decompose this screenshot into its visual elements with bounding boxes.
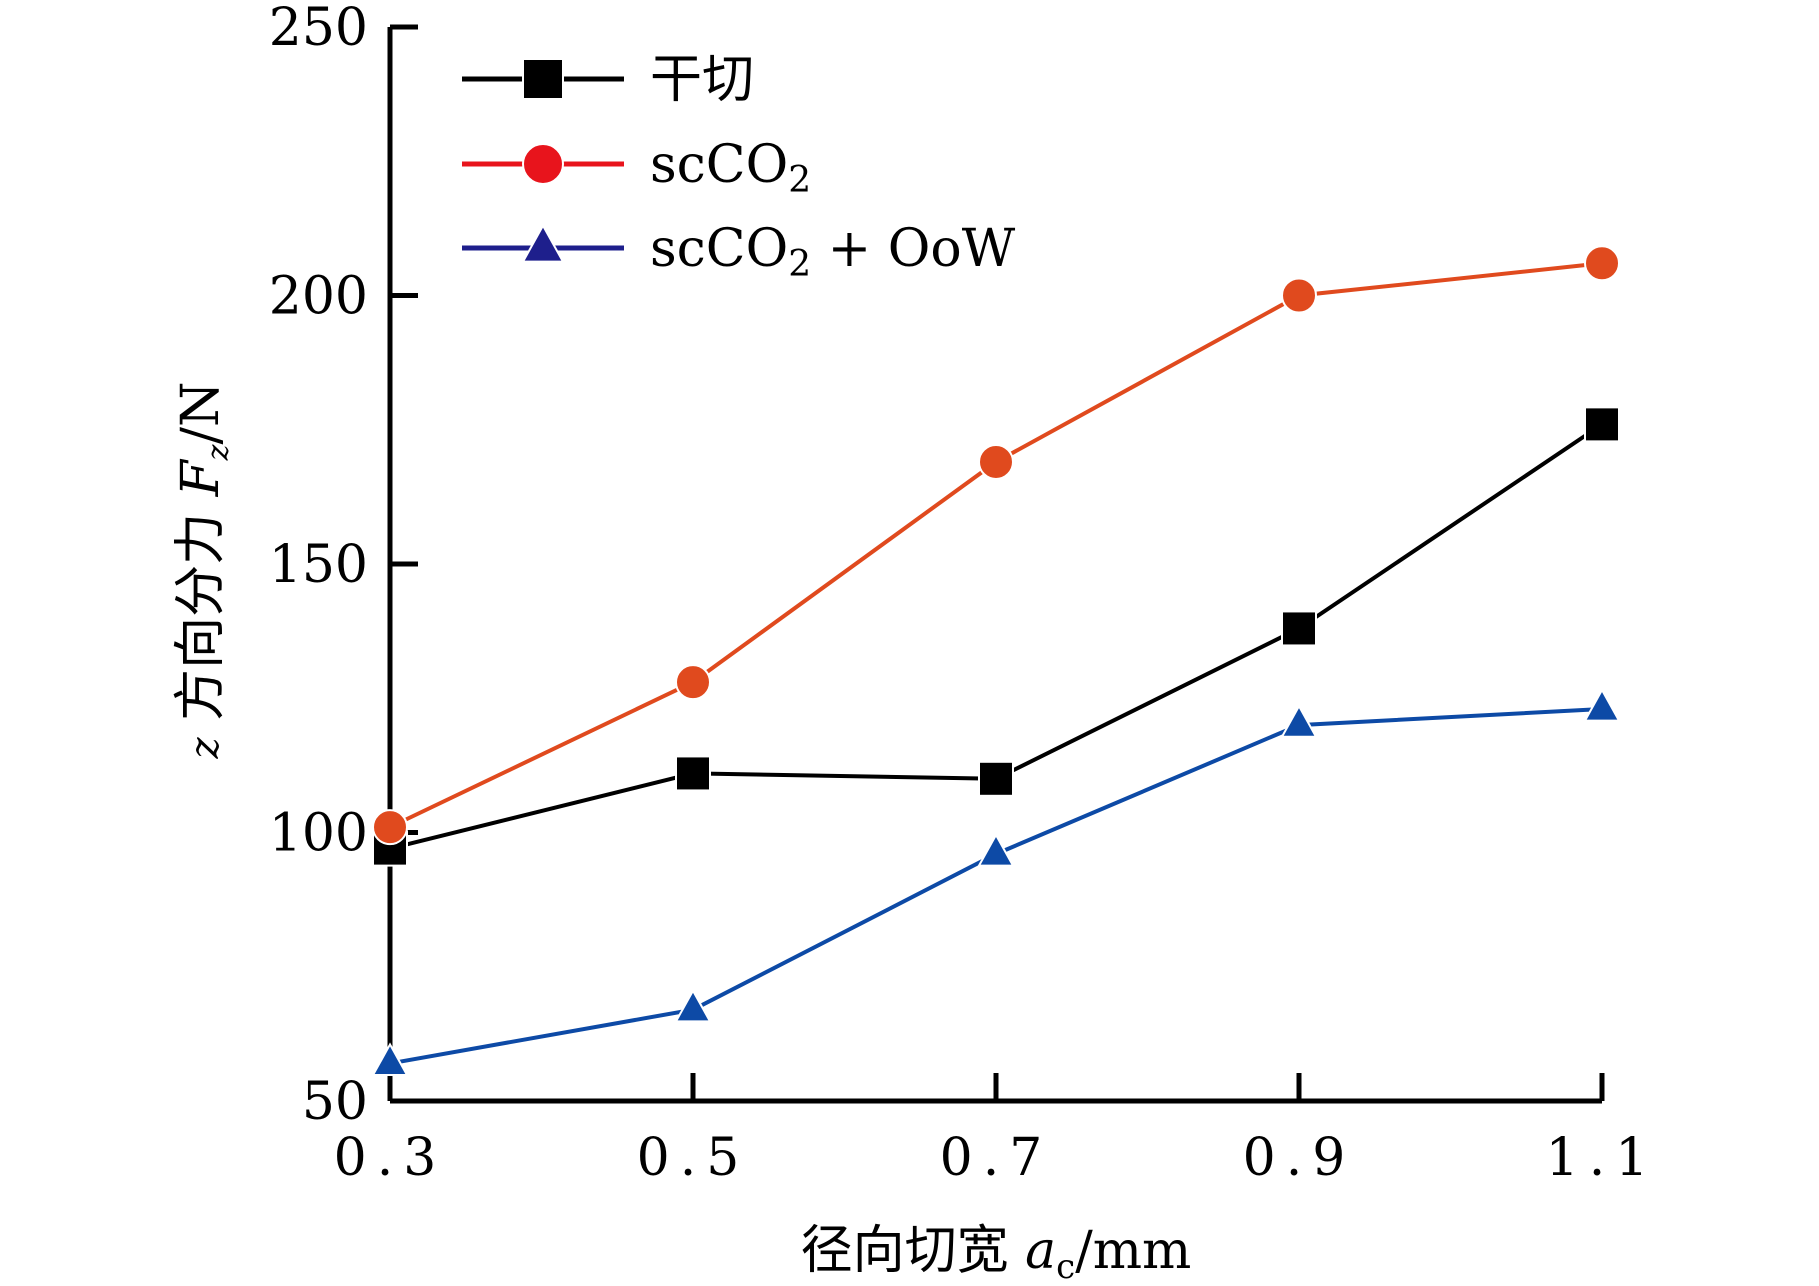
series-layer	[371, 245, 1621, 1077]
data-point	[1584, 406, 1620, 443]
series-1	[372, 406, 1620, 867]
axis-titles: 径向切宽 ac/mm z 方向分力 Fz/N	[171, 381, 1191, 1286]
y-tick-label: 100	[269, 804, 368, 864]
axes: 50 100 150 200 250 0.3 0.5 0.7 0.9 1.1	[269, 0, 1659, 1188]
series-2	[372, 245, 1620, 846]
y-tick-label: 200	[269, 267, 368, 327]
y-tick-label: 250	[269, 0, 368, 58]
data-point	[978, 760, 1014, 797]
legend: 干切 scCO2 scCO2 + OoW	[462, 50, 1016, 285]
y-axis-title: z 方向分力 Fz/N	[171, 381, 236, 759]
data-point	[1281, 610, 1317, 647]
legend-marker	[522, 58, 564, 100]
x-tick-label: 1.1	[1546, 1128, 1659, 1188]
y-tick-label: 50	[302, 1072, 368, 1132]
data-point	[675, 664, 711, 701]
legend-label: 干切	[650, 50, 754, 110]
data-point	[1281, 277, 1317, 314]
x-tick-label: 0.5	[637, 1128, 750, 1188]
legend-label: scCO2	[650, 135, 811, 201]
data-point	[1584, 245, 1620, 282]
series-3	[371, 687, 1621, 1077]
x-tick-label: 0.9	[1243, 1128, 1356, 1188]
legend-marker	[522, 143, 564, 185]
x-tick-label: 0.3	[334, 1128, 447, 1188]
legend-label: scCO2 + OoW	[650, 219, 1016, 285]
data-point	[372, 809, 408, 846]
x-tick-label: 0.7	[940, 1128, 1053, 1188]
data-point	[371, 1042, 409, 1077]
y-tick-label: 150	[269, 535, 368, 595]
data-point	[675, 755, 711, 792]
legend-item-2: scCO2	[462, 135, 811, 201]
legend-marker	[521, 223, 565, 263]
x-axis-title: 径向切宽 ac/mm	[801, 1221, 1192, 1286]
legend-item-3: scCO2 + OoW	[462, 219, 1016, 285]
data-point	[978, 443, 1014, 480]
legend-item-1: 干切	[462, 50, 754, 110]
data-point	[674, 988, 712, 1023]
data-point	[977, 832, 1015, 867]
data-point	[1280, 704, 1318, 738]
data-point	[1583, 687, 1621, 722]
